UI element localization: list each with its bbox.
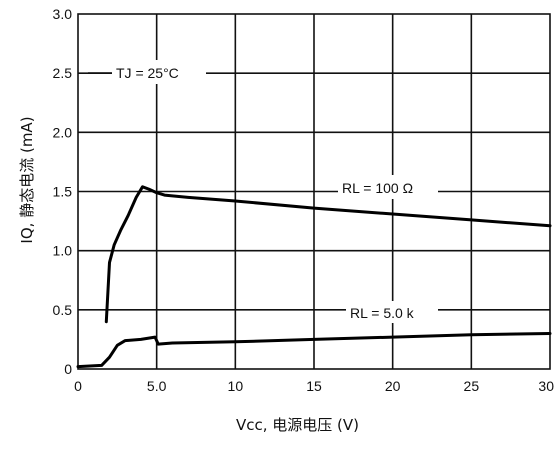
y-tick-label: 0.5 xyxy=(53,302,73,318)
x-tick-label: 30 xyxy=(538,378,554,394)
annotation-rl-100: RL = 100 Ω xyxy=(338,175,438,199)
series-line-1 xyxy=(104,185,552,324)
y-tick-label: 1.5 xyxy=(53,184,73,200)
annotation-rl-5k-text: RL = 5.0 k xyxy=(350,305,415,321)
annotation-tj: TJ = 25°C xyxy=(88,60,206,84)
y-tick-label: 2.0 xyxy=(53,124,73,140)
x-tick-labels: 0 5.0 10 15 20 25 30 xyxy=(74,378,554,394)
y-tick-label: 0 xyxy=(64,361,72,377)
plot-frame xyxy=(77,13,551,370)
x-tick-label: 5.0 xyxy=(147,378,167,394)
grid-lines xyxy=(78,14,550,369)
y-tick-labels: 0 0.5 1.0 1.5 2.0 2.5 3.0 xyxy=(53,6,73,377)
x-tick-label: 25 xyxy=(464,378,480,394)
series-line-2 xyxy=(76,332,552,369)
y-tick-label: 1.0 xyxy=(53,243,73,259)
annotation-rl-5k: RL = 5.0 k xyxy=(346,301,438,323)
x-axis-title: Vcc, 电源电压 (V) xyxy=(236,416,359,434)
y-axis-title: IQ, 静态电流 (mA) xyxy=(18,116,36,243)
series-layer xyxy=(76,185,552,369)
annotation-tj-text: TJ = 25°C xyxy=(116,65,179,81)
y-tick-label: 3.0 xyxy=(53,6,73,22)
x-tick-label: 15 xyxy=(306,378,322,394)
y-tick-label: 2.5 xyxy=(53,65,73,81)
annotation-rl-100-text: RL = 100 Ω xyxy=(342,180,413,196)
x-tick-label: 10 xyxy=(228,378,244,394)
x-tick-label: 20 xyxy=(385,378,401,394)
x-tick-label: 0 xyxy=(74,378,82,394)
